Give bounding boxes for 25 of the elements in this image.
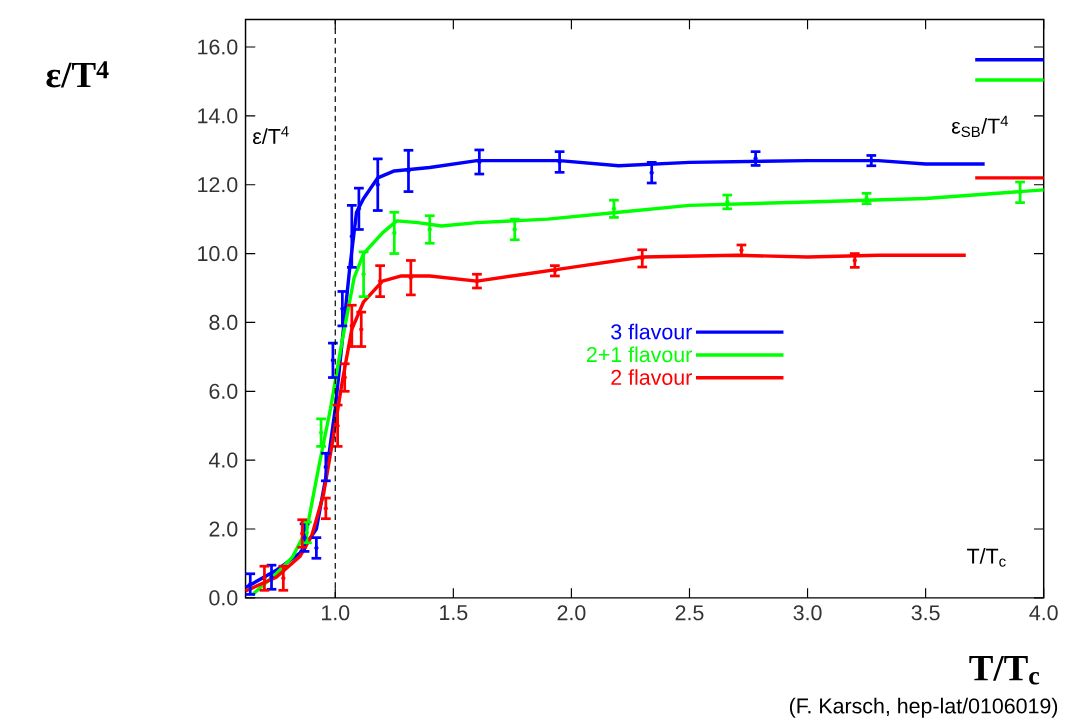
x-tick-label: 2.0 xyxy=(557,605,586,621)
y-tick-label: 16.0 xyxy=(198,39,238,55)
x-axis-title: T/T$_{c}$ xyxy=(969,655,1040,685)
legend-label: 2 flavour xyxy=(611,369,692,385)
y-tick-label: 2.0 xyxy=(209,521,238,537)
legend-label: 3 flavour xyxy=(611,323,692,340)
legend-label: 2+1 flavour xyxy=(586,346,692,363)
y-tick-label: 8.0 xyxy=(209,314,238,330)
x-tick-label: 1.0 xyxy=(322,605,350,621)
x-tick-label: 1.5 xyxy=(440,605,468,621)
y-tick-label: 14.0 xyxy=(198,108,238,124)
y-tick-label: 0.0 xyxy=(209,590,238,606)
annotation: ε$_{SB}$/T$^{4}$ xyxy=(951,115,1009,137)
x-tick-label: 2.5 xyxy=(675,605,704,621)
y-tick-label: 10.0 xyxy=(198,245,238,262)
annotation: T/T$_{c}$ xyxy=(967,547,1006,567)
y-tick-label: 4.0 xyxy=(208,452,238,468)
y-axis-title: ε/T$^{4}$ xyxy=(46,61,109,88)
x-tick-label: 4.0 xyxy=(1029,605,1058,621)
annotation: ε/T$^{4}$ xyxy=(253,126,289,144)
x-tick-label: 3.5 xyxy=(911,605,940,621)
y-tick-label: 12.0 xyxy=(198,177,238,193)
text: (F. Karsch, hep-lat/0106019) xyxy=(789,697,1058,718)
y-tick-label: 6.0 xyxy=(209,383,238,399)
x-tick-label: 3.0 xyxy=(793,605,822,621)
